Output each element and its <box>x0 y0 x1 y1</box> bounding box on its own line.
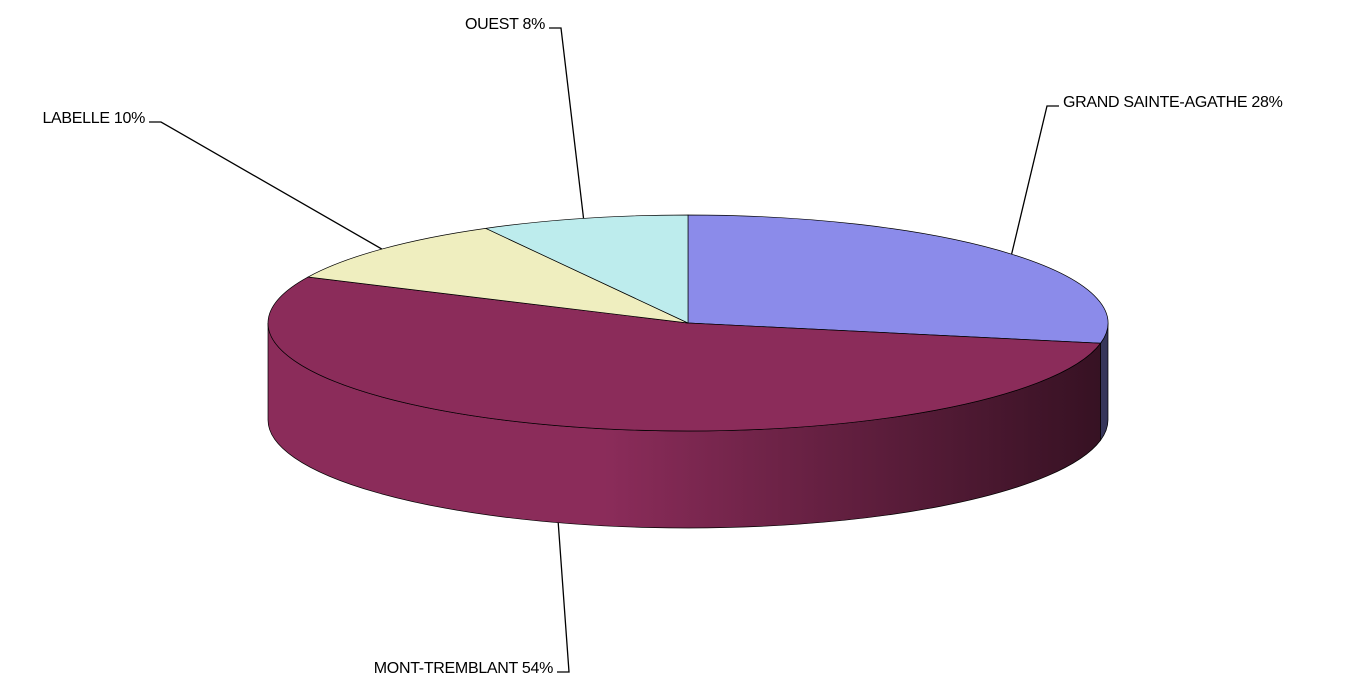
data-label: MONT-TREMBLANT 54% <box>374 660 553 677</box>
leader-line <box>549 27 585 219</box>
leader-line <box>557 522 570 673</box>
leader-line <box>149 121 383 250</box>
leader-line <box>1010 105 1059 255</box>
pie-slice <box>306 227 689 324</box>
pie-slice <box>687 214 1109 344</box>
pie-slice <box>484 214 689 324</box>
data-label: GRAND SAINTE-AGATHE 28% <box>1063 94 1283 111</box>
data-label: OUEST 8% <box>465 16 545 33</box>
pie-slice <box>267 276 1102 432</box>
data-label: LABELLE 10% <box>42 110 145 127</box>
